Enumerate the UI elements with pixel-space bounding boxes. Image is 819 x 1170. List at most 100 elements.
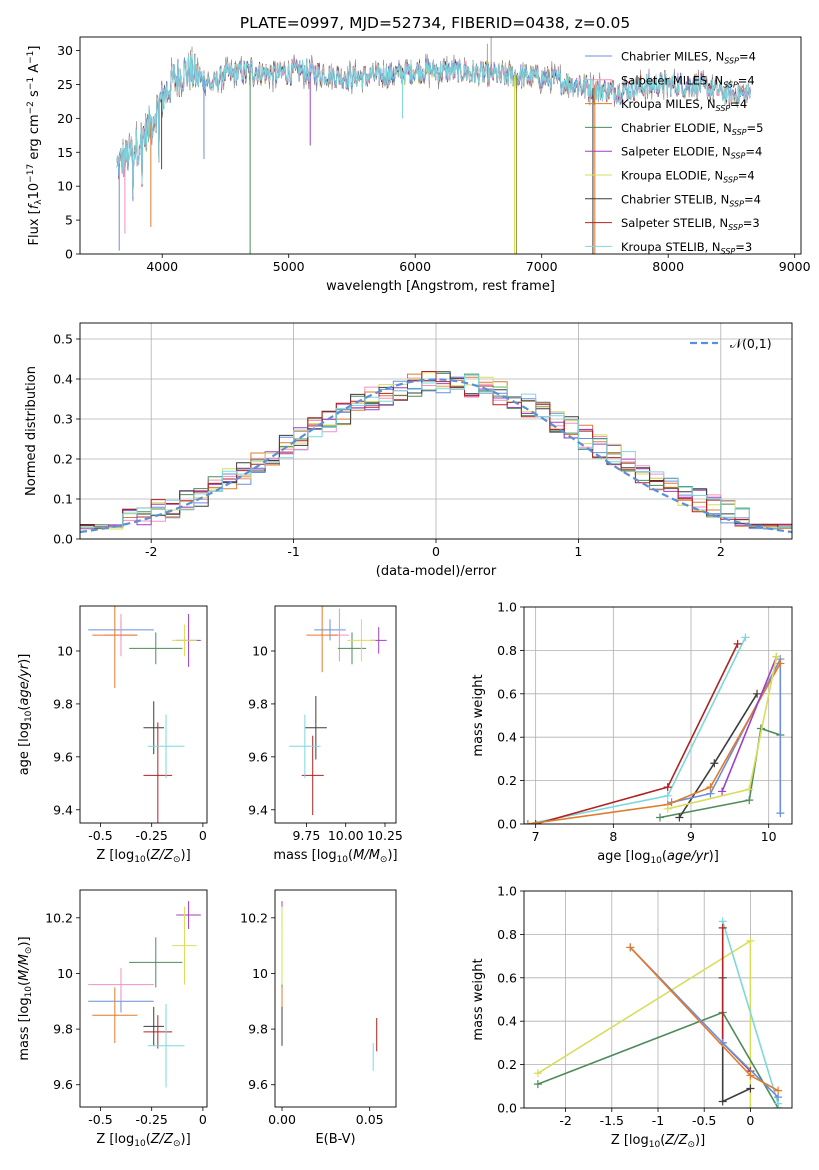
residual-histogram bbox=[80, 371, 792, 528]
x-tick-label: -2 bbox=[559, 1113, 571, 1128]
legend-label: Kroupa ELODIE, NSSP=4 bbox=[621, 169, 755, 185]
y-tick-label: 25 bbox=[57, 77, 73, 92]
y-tick-label: 20 bbox=[57, 111, 73, 126]
plot-area bbox=[533, 917, 783, 1108]
y-axis-label: Flux [fλ10−17 erg cm−2 s−1 A−1] bbox=[26, 46, 44, 246]
x-tick-label: 7000 bbox=[526, 259, 558, 274]
x-tick-label: 0 bbox=[199, 828, 207, 843]
x-tick-label: -0.5 bbox=[692, 1113, 716, 1128]
x-axis-label: Z [log10(Z/Z⊙)] bbox=[611, 1133, 705, 1150]
y-tick-label: 0.8 bbox=[497, 927, 517, 942]
weight-marker bbox=[533, 1069, 542, 1078]
y-tick-label: 0.0 bbox=[497, 817, 517, 832]
weight-marker bbox=[746, 1084, 755, 1093]
weight-line bbox=[537, 939, 752, 1108]
y-tick-label: 9.8 bbox=[248, 1022, 268, 1037]
normal-curve bbox=[80, 378, 792, 534]
plot-area bbox=[281, 901, 378, 1071]
y-axis-label: Normed distribution bbox=[24, 366, 39, 496]
x-tick-label: -1 bbox=[287, 544, 299, 559]
weight-marker bbox=[663, 804, 672, 813]
x-tick-label: 10.25 bbox=[367, 828, 403, 843]
weight-marker bbox=[663, 783, 672, 792]
y-tick-label: 0.2 bbox=[497, 1057, 517, 1072]
legend-label: Chabrier ELODIE, NSSP=5 bbox=[621, 121, 763, 137]
figure-title: PLATE=0997, MJD=52734, FIBERID=0438, z=0… bbox=[240, 14, 630, 32]
x-axis-label: E(B-V) bbox=[315, 1132, 355, 1147]
x-tick-label: 8000 bbox=[652, 259, 684, 274]
legend-label: Kroupa MILES, NSSP=4 bbox=[621, 97, 747, 113]
axes-massweight-vs-age: 7 8 9 10 0.0 0.2 0.4 0.6 0.8 1.0 age [log10(age/yr… bbox=[471, 600, 793, 866]
weight-marker bbox=[706, 783, 715, 792]
axes-spectrum: 4000 5000 6000 7000 8000 9000 0 5 10 15 20 25 30 wave… bbox=[26, 36, 811, 294]
y-tick-label: 0.8 bbox=[497, 643, 517, 658]
x-tick-label: 0 bbox=[199, 1112, 207, 1127]
weight-marker bbox=[675, 813, 684, 822]
y-tick-label: 10 bbox=[252, 643, 268, 658]
x-tick-label: 7 bbox=[532, 829, 540, 844]
x-tick-label: 10 bbox=[761, 829, 777, 844]
x-tick-label: 10.00 bbox=[328, 828, 364, 843]
plot-area bbox=[524, 633, 785, 824]
plot-area bbox=[116, 37, 751, 254]
y-tick-label: 0.2 bbox=[497, 773, 517, 788]
weight-marker bbox=[718, 923, 727, 932]
y-tick-label: 0.2 bbox=[53, 452, 73, 467]
x-tick-label: 0 bbox=[746, 1113, 754, 1128]
y-tick-label: 0.6 bbox=[497, 686, 517, 701]
y-tick-label: 9.4 bbox=[248, 802, 268, 817]
y-tick-label: 10 bbox=[57, 966, 73, 981]
weight-marker bbox=[733, 639, 742, 648]
axes-residuals: -2 -1 0 1 2 0.0 0.1 0.2 0.3 0.4 0.5 (data-model)/er… bbox=[24, 322, 793, 579]
legend-label: Salpeter MILES, NSSP=4 bbox=[621, 73, 755, 89]
y-tick-label: 10 bbox=[57, 179, 73, 194]
plot-area bbox=[80, 371, 792, 534]
x-tick-label: 8 bbox=[609, 829, 617, 844]
x-axis-label: Z [log10(Z/Z⊙)] bbox=[96, 1132, 190, 1149]
y-tick-label: 9.6 bbox=[248, 1077, 268, 1092]
y-tick-label: 9.8 bbox=[53, 1022, 73, 1037]
y-tick-label: 0.0 bbox=[497, 1101, 517, 1116]
y-tick-label: 9.8 bbox=[248, 696, 268, 711]
x-tick-label: 4000 bbox=[146, 259, 178, 274]
x-tick-label: 0 bbox=[432, 544, 440, 559]
y-tick-label: 5 bbox=[65, 213, 73, 228]
weight-marker bbox=[718, 787, 727, 796]
x-tick-label: -1 bbox=[652, 1113, 664, 1128]
axes-frame bbox=[79, 322, 793, 540]
x-tick-label: -0.25 bbox=[136, 828, 168, 843]
x-tick-label: -2 bbox=[145, 544, 157, 559]
legend-label: 𝒩(0,1) bbox=[730, 336, 772, 351]
weight-marker bbox=[710, 759, 719, 768]
x-tick-label: 9 bbox=[687, 829, 695, 844]
weight-marker bbox=[655, 813, 664, 822]
legend-label: Kroupa STELIB, NSSP=3 bbox=[621, 240, 752, 256]
x-tick-label: -0.5 bbox=[88, 1112, 112, 1127]
y-tick-label: 9.6 bbox=[53, 749, 73, 764]
plot-area bbox=[88, 901, 201, 1088]
weight-marker bbox=[524, 820, 532, 824]
y-tick-label: 30 bbox=[57, 43, 73, 58]
y-tick-label: 0.0 bbox=[53, 532, 73, 547]
legend-label: Chabrier STELIB, NSSP=4 bbox=[621, 192, 761, 208]
y-tick-label: 9.8 bbox=[53, 696, 73, 711]
weight-marker bbox=[531, 820, 540, 824]
y-tick-label: 0.4 bbox=[53, 372, 73, 387]
axes-age-vs-Z: -0.5 -0.25 0 9.4 9.6 9.8 10 Z [log10(Z/Z⊙)] age … bbox=[17, 605, 208, 865]
weight-marker bbox=[776, 659, 785, 668]
y-tick-label: 1.0 bbox=[497, 600, 517, 615]
y-axis-label: mass weight bbox=[471, 674, 486, 756]
y-tick-label: 0.1 bbox=[53, 492, 73, 507]
weight-marker bbox=[745, 785, 754, 794]
weight-line bbox=[721, 656, 778, 792]
y-axis-label: age [log10(age/yr)] bbox=[17, 654, 34, 776]
weight-marker bbox=[718, 1097, 727, 1106]
weight-marker bbox=[626, 943, 635, 952]
axes-massweight-vs-Z: -2 -1.5 -1 -0.5 0 0.0 0.2 0.4 0.6 0.8 1.0 Z [log10(… bbox=[471, 884, 793, 1150]
weight-marker bbox=[746, 936, 755, 945]
weight-marker bbox=[776, 809, 785, 818]
weight-line bbox=[667, 656, 778, 810]
y-tick-label: 10.2 bbox=[45, 910, 73, 925]
weight-marker bbox=[741, 633, 750, 642]
plot-area bbox=[289, 606, 387, 816]
